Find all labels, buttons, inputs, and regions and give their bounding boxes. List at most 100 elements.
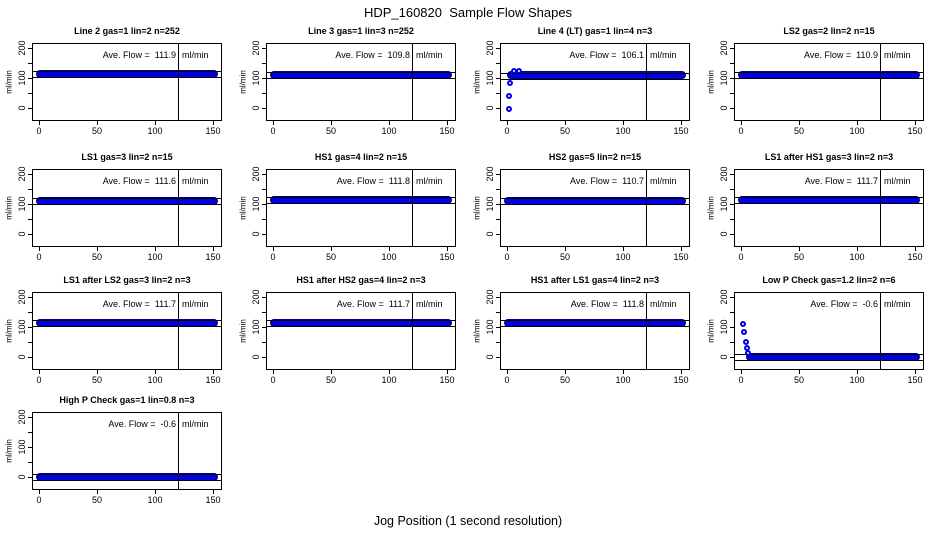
x-tick <box>507 121 508 125</box>
y-tick-label: 100 <box>485 196 495 212</box>
x-tick <box>565 121 566 125</box>
ref-line <box>735 360 923 361</box>
y-axis-title: ml/min <box>4 196 14 220</box>
y-axis-title: ml/min <box>706 196 716 220</box>
y-axis-title: ml/min <box>4 70 14 94</box>
x-tick-label: 0 <box>270 126 276 136</box>
data-point <box>741 328 748 335</box>
y-tick-label: 200 <box>17 409 27 425</box>
y-axis-title: ml/min <box>238 196 248 220</box>
y-tick <box>28 63 32 64</box>
ref-line <box>33 204 221 205</box>
y-tick <box>496 108 500 109</box>
panel: LS2 gas=2 lin=2 n=15 Ave. Flow = 110.9 m… <box>702 20 936 146</box>
x-tick-label: 50 <box>325 375 336 385</box>
panel-title: Line 2 gas=1 lin=2 n=252 <box>74 26 180 36</box>
plot-box <box>500 43 690 121</box>
data-point <box>506 79 513 86</box>
ref-line <box>501 79 689 80</box>
marker-line <box>412 169 413 247</box>
y-tick <box>496 219 500 220</box>
x-tick <box>39 247 40 251</box>
x-tick-label: 0 <box>738 126 744 136</box>
y-tick <box>262 63 266 64</box>
y-tick-label: 0 <box>17 474 27 480</box>
y-tick <box>28 297 32 298</box>
y-tick <box>28 189 32 190</box>
marker-line <box>178 412 179 490</box>
x-tick <box>741 247 742 251</box>
x-tick-label: 100 <box>849 126 865 136</box>
plot-box <box>734 292 924 370</box>
avg-flow-unit: ml/min <box>416 50 443 60</box>
y-tick-label: 100 <box>485 319 495 335</box>
avg-flow-text: Ave. Flow = -0.6 <box>108 419 176 429</box>
y-tick-label: 0 <box>251 105 261 111</box>
x-tick <box>97 247 98 251</box>
data-band <box>507 71 687 79</box>
marker-line <box>646 43 647 121</box>
ref-line <box>33 198 221 199</box>
x-tick <box>799 247 800 251</box>
x-tick-label: 50 <box>325 126 336 136</box>
avg-flow-text: Ave. Flow = 111.9 <box>102 50 176 60</box>
y-tick <box>262 297 266 298</box>
y-tick <box>730 93 734 94</box>
x-tick <box>97 370 98 374</box>
y-tick <box>730 357 734 358</box>
y-tick-label: 0 <box>719 105 729 111</box>
y-tick-label: 100 <box>251 319 261 335</box>
y-tick <box>262 189 266 190</box>
panel-title: HS2 gas=5 lin=2 n=15 <box>548 152 642 162</box>
panel-title: HS1 after LS1 gas=4 lin=2 n=3 <box>530 275 660 285</box>
y-tick <box>730 327 734 328</box>
x-tick-label: 150 <box>205 495 221 505</box>
data-point <box>742 339 749 345</box>
y-axis-title: ml/min <box>706 319 716 343</box>
x-tick <box>681 121 682 125</box>
panel-title: LS2 gas=2 lin=2 n=15 <box>783 26 875 36</box>
y-tick-label: 0 <box>719 231 729 237</box>
y-tick <box>262 327 266 328</box>
y-tick-label: 200 <box>251 166 261 182</box>
avg-flow-text: Ave. Flow = 110.7 <box>570 176 644 186</box>
ref-line <box>267 197 455 198</box>
avg-flow-text: Ave. Flow = 109.8 <box>335 50 410 60</box>
y-tick-label: 100 <box>719 196 729 212</box>
x-tick <box>741 121 742 125</box>
ref-line <box>33 77 221 78</box>
x-tick <box>213 121 214 125</box>
y-tick-label: 100 <box>251 196 261 212</box>
y-tick <box>262 312 266 313</box>
y-tick-label: 200 <box>719 40 729 56</box>
avg-flow-unit: ml/min <box>650 176 677 186</box>
y-tick-label: 100 <box>17 439 27 455</box>
data-point <box>740 321 747 327</box>
y-tick <box>28 174 32 175</box>
y-tick-label: 100 <box>251 70 261 86</box>
x-tick <box>623 247 624 251</box>
y-tick-label: 100 <box>485 70 495 86</box>
ref-line <box>267 326 455 327</box>
y-tick <box>496 63 500 64</box>
avg-flow-text: Ave. Flow = 110.9 <box>804 50 878 60</box>
ref-line <box>33 326 221 327</box>
ref-line <box>501 198 689 199</box>
marker-line <box>412 292 413 370</box>
panel: Line 3 gas=1 lin=3 n=252 Ave. Flow = 109… <box>234 20 468 146</box>
panel-title: High P Check gas=1 lin=0.8 n=3 <box>59 395 195 405</box>
x-tick-label: 0 <box>36 375 42 385</box>
y-axis-title: ml/min <box>706 70 716 94</box>
x-tick-label: 0 <box>738 252 744 262</box>
marker-line <box>880 292 881 370</box>
x-tick <box>857 121 858 125</box>
marker-line <box>880 43 881 121</box>
y-tick <box>496 93 500 94</box>
ref-line <box>267 78 455 79</box>
marker-line <box>178 292 179 370</box>
panel-title: Line 4 (LT) gas=1 lin=4 n=3 <box>537 26 653 36</box>
x-tick-label: 100 <box>849 252 865 262</box>
avg-flow-unit: ml/min <box>650 50 677 60</box>
avg-flow-unit: ml/min <box>182 419 209 429</box>
x-tick-label: 50 <box>793 126 804 136</box>
